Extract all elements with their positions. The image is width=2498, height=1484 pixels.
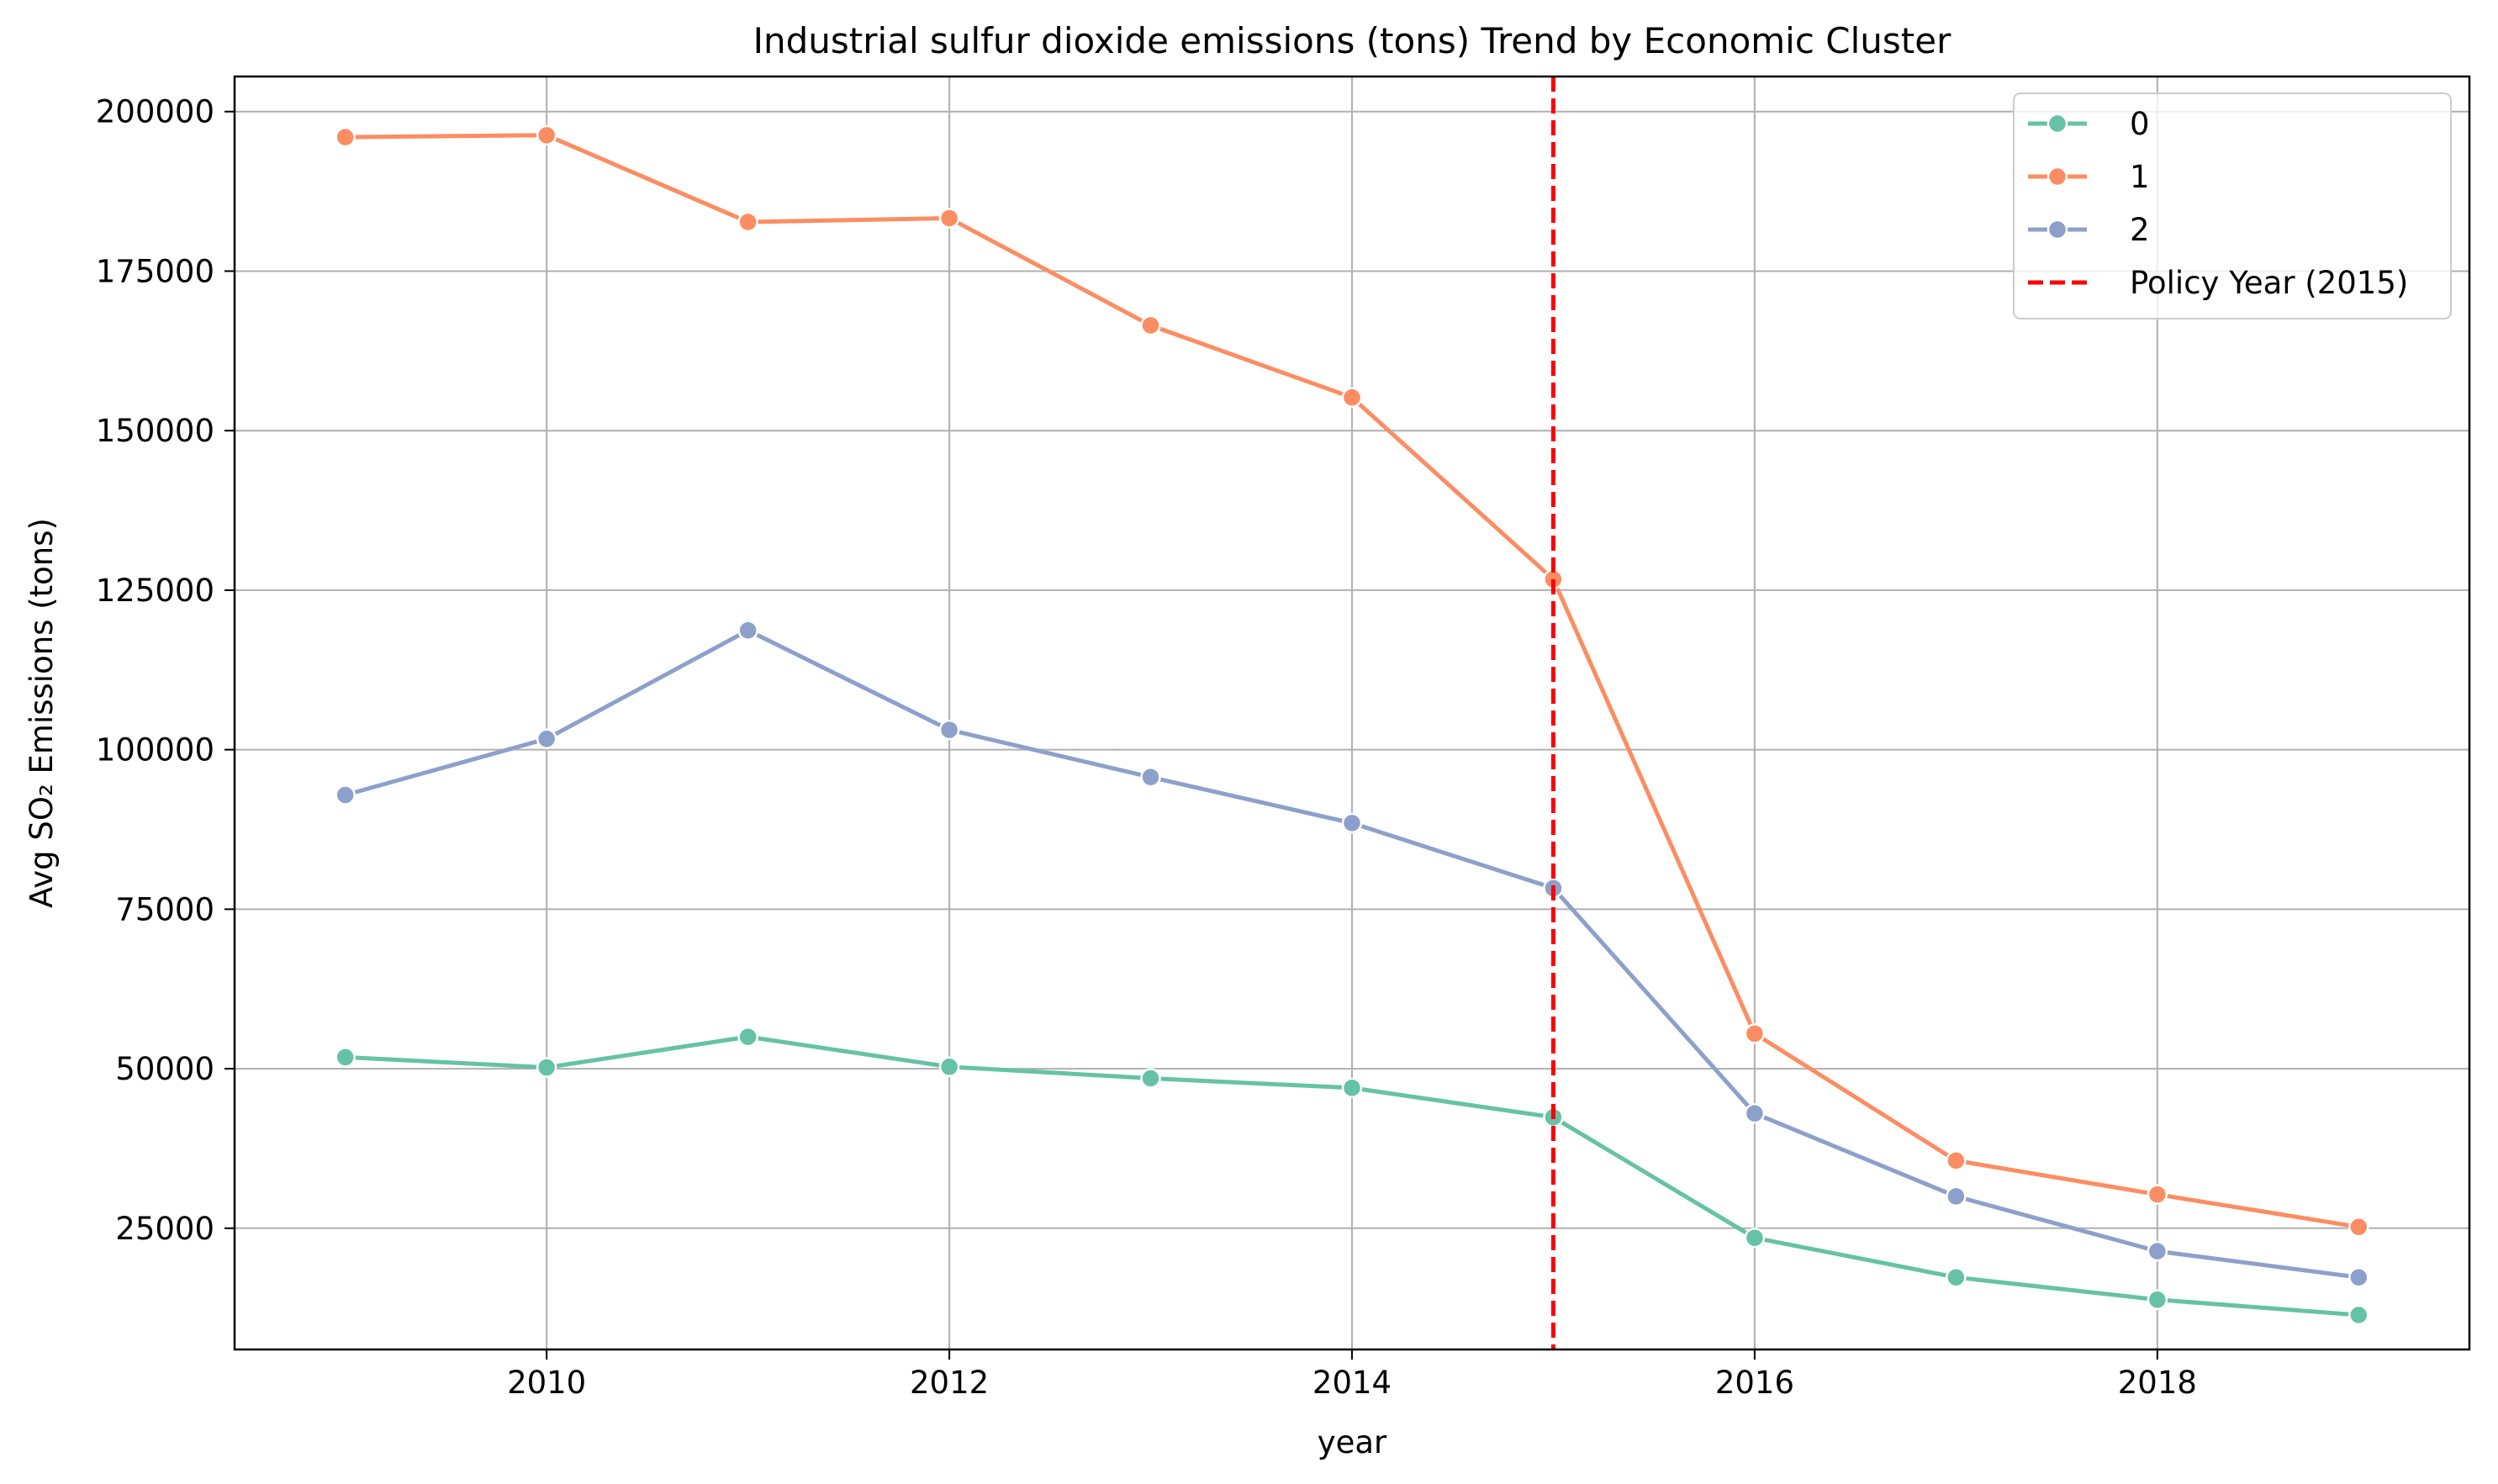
data-point <box>2348 1217 2369 1238</box>
legend-label: Policy Year (2015) <box>2130 265 2408 301</box>
data-point <box>1140 1068 1161 1089</box>
legend: 0 1 2 Policy Year (2015) <box>2013 92 2452 320</box>
plot-frame <box>233 75 2471 1351</box>
legend-swatch-marker <box>2046 219 2068 240</box>
x-tick-label: 2010 <box>507 1365 586 1401</box>
data-point <box>335 126 356 148</box>
y-tick-label: 175000 <box>96 253 214 289</box>
data-point <box>1946 1150 1967 1171</box>
series-2 <box>335 620 2369 1288</box>
data-point <box>536 124 557 146</box>
data-point <box>1140 314 1161 336</box>
data-point <box>1744 1102 1766 1124</box>
data-point <box>2147 1240 2168 1262</box>
x-ticks: 2010 2012 2014 2016 2018 <box>507 1349 2197 1401</box>
x-tick-label: 2018 <box>2118 1365 2197 1401</box>
data-point <box>938 208 960 229</box>
y-axis-label: Avg SO₂ Emissions (tons) <box>24 518 60 908</box>
data-point <box>536 1057 557 1078</box>
data-point <box>1341 387 1363 408</box>
x-tick-label: 2016 <box>1715 1365 1794 1401</box>
y-tick-label: 150000 <box>96 413 214 449</box>
data-point <box>1744 1227 1766 1249</box>
data-point <box>2348 1266 2369 1288</box>
data-point <box>737 211 758 233</box>
y-tick-label: 200000 <box>96 94 214 130</box>
y-tick-label: 125000 <box>96 573 214 609</box>
grid <box>235 77 2469 1349</box>
series-0 <box>335 1026 2369 1326</box>
x-tick-label: 2012 <box>910 1365 989 1401</box>
data-point <box>938 719 960 741</box>
legend-box <box>2013 92 2452 320</box>
legend-label: 0 <box>2130 106 2150 142</box>
data-point <box>2147 1289 2168 1311</box>
data-point <box>1946 1186 1967 1207</box>
series-1 <box>335 124 2369 1238</box>
y-tick-label: 25000 <box>115 1211 214 1247</box>
data-point <box>737 1026 758 1048</box>
x-tick-label: 2014 <box>1312 1365 1392 1401</box>
y-ticks: 25000 50000 75000 100000 125000 150000 175000 2… <box>96 94 235 1247</box>
data-point <box>2348 1304 2369 1326</box>
data-point <box>1341 812 1363 834</box>
data-point <box>1744 1023 1766 1044</box>
y-tick-label: 75000 <box>115 891 214 927</box>
legend-label: 1 <box>2130 159 2150 195</box>
legend-swatch-marker <box>2046 166 2068 187</box>
data-point <box>335 1047 356 1068</box>
legend-label: 2 <box>2130 212 2150 248</box>
y-tick-label: 50000 <box>115 1051 214 1087</box>
data-point <box>1140 767 1161 788</box>
data-point <box>1341 1077 1363 1099</box>
series-lines <box>335 124 2369 1326</box>
data-point <box>536 728 557 749</box>
chart-title: Industrial sulfur dioxide emissions (ton… <box>753 20 1951 61</box>
data-point <box>938 1056 960 1078</box>
data-point <box>335 784 356 805</box>
x-axis-label: year <box>1318 1424 1387 1460</box>
data-point <box>2147 1184 2168 1205</box>
data-point <box>737 620 758 641</box>
data-point <box>1946 1266 1967 1288</box>
y-tick-label: 100000 <box>96 732 214 768</box>
legend-swatch-marker <box>2046 113 2068 135</box>
